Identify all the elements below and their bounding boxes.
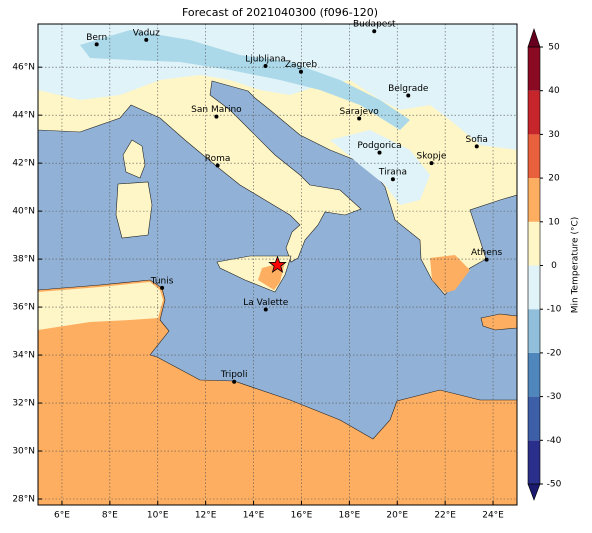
y-tick-label: 42°N (12, 159, 35, 169)
y-tick-label: 44°N (12, 111, 35, 121)
colorbar-tick-label: -30 (547, 392, 562, 402)
city-dot (263, 63, 268, 68)
city-label: Zagreb (285, 60, 317, 70)
city-label: Belgrade (388, 84, 429, 94)
y-tick-label: 34°N (12, 351, 35, 361)
map-frame (37, 23, 518, 506)
city-dot (263, 307, 268, 312)
greece-warm (430, 255, 470, 293)
y-tick-label: 38°N (12, 255, 35, 265)
colorbar-tick-label: -40 (547, 436, 562, 446)
city-dot (474, 144, 479, 149)
colorbar-band (528, 309, 540, 353)
x-tick-label: 10°E (147, 511, 169, 521)
colorbar-tick-label: 50 (548, 43, 560, 53)
x-tick-label: 14°E (243, 511, 265, 521)
city-label: Athens (471, 248, 502, 258)
y-tick-label: 30°N (12, 447, 35, 457)
grid-layer: 6°E 8°E 10°E 12°E 14°E 16°E 18°E 20°E 22°E 24°E 28… (12, 24, 517, 521)
city-label: Podgorica (357, 141, 401, 151)
x-tick-label: 6°E (54, 511, 70, 521)
colder-zone (80, 30, 410, 130)
city-dot (377, 150, 382, 155)
city-dot (214, 114, 219, 119)
colorbar-band (528, 352, 540, 397)
city-label: La Valette (243, 298, 288, 308)
city-dot (390, 177, 395, 182)
x-tick-label: 20°E (386, 511, 408, 521)
city-label: Ljubljana (245, 54, 286, 64)
title: Forecast of 2021040300 (f096-120) (182, 6, 378, 19)
city-dot (232, 379, 237, 384)
city-label: Budapest (353, 20, 396, 30)
city-dot (406, 93, 411, 98)
corsica (122, 139, 146, 179)
colorbar-band (528, 265, 540, 310)
city-dot (357, 116, 362, 121)
x-tick-label: 16°E (291, 511, 313, 521)
colorbar-band (528, 440, 540, 484)
colorbar-tick-label: 20 (548, 174, 560, 184)
colorbar-label: Min Temperature (°C) (571, 217, 581, 314)
colorbar-band (528, 396, 540, 441)
colorbar-tick-label: 30 (548, 130, 560, 140)
city-label: Tripoli (220, 370, 248, 380)
city-label: San Marino (191, 105, 242, 115)
y-tick-label: 40°N (12, 207, 35, 217)
city-label: Roma (205, 154, 231, 164)
y-tick-label: 46°N (12, 63, 35, 73)
city-dot (298, 69, 303, 74)
y-tick-label: 28°N (12, 495, 35, 505)
colorbar-under (527, 483, 541, 501)
colorbar-band (528, 221, 540, 266)
colorbar-tick-label: -50 (547, 480, 562, 490)
colorbar-band (528, 134, 540, 179)
colorbar-band (528, 178, 540, 222)
city-dot (484, 257, 489, 262)
city-label: Skopje (417, 152, 447, 162)
x-tick-label: 8°E (102, 511, 118, 521)
city-dot (144, 37, 149, 42)
city-dot (372, 29, 377, 34)
city-label: Vaduz (133, 28, 160, 38)
colorbar-band (528, 90, 540, 135)
crete (480, 313, 517, 331)
forecast-marker (268, 255, 287, 273)
city-dot (94, 42, 99, 47)
colorbar-tick-label: 0 (551, 261, 557, 271)
city-dot (215, 163, 220, 168)
city-label: Bern (86, 33, 107, 43)
x-tick-label: 12°E (195, 511, 217, 521)
colorbar-band (528, 47, 540, 91)
x-tick-label: 22°E (434, 511, 456, 521)
y-tick-label: 36°N (12, 303, 35, 313)
colorbar-tick-label: 10 (548, 217, 560, 227)
colorbar-tick-label: -20 (547, 348, 562, 358)
sardinia (115, 181, 153, 239)
colorbar-over (527, 28, 541, 48)
city-dot (160, 285, 165, 290)
y-tick-label: 32°N (12, 399, 35, 409)
city-label: Tunis (150, 276, 174, 286)
city-label: Sarajevo (340, 107, 380, 117)
colorbar-tick-label: 40 (548, 86, 560, 96)
city-label: Sofia (466, 135, 488, 145)
x-tick-label: 24°E (482, 511, 504, 521)
city-dot (429, 161, 434, 166)
x-tick-label: 18°E (339, 511, 361, 521)
city-label: Tirana (378, 168, 407, 178)
colorbar: -50 -40 -30 -20 -10 0 10 20 30 40 50 (527, 28, 562, 501)
tunisia-mild (38, 282, 163, 330)
colorbar-tick-label: -10 (547, 305, 562, 315)
balkan-cold (330, 130, 430, 205)
